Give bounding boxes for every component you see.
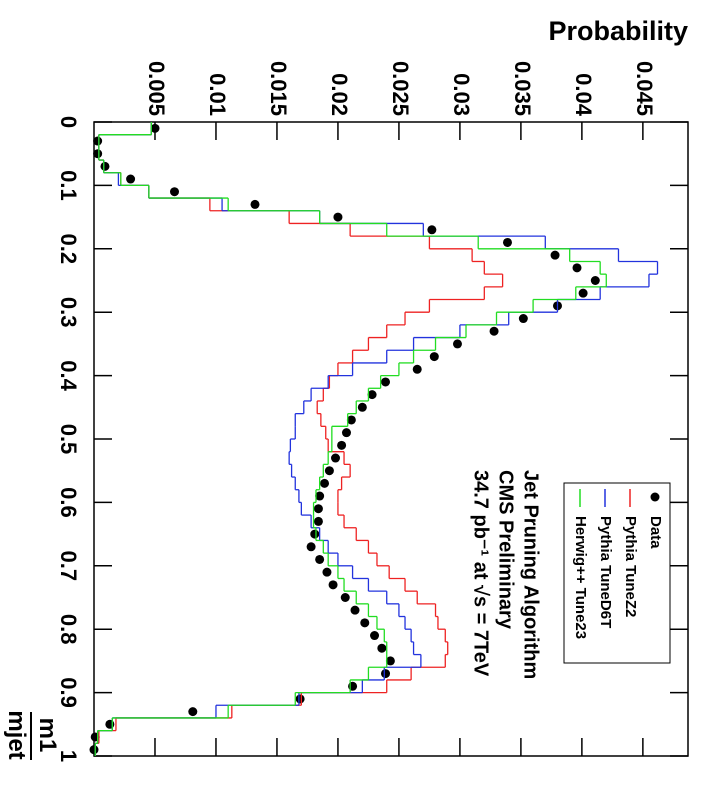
x-tick-label: 0.4: [56, 360, 81, 391]
data-point: [348, 681, 358, 691]
y-tick-label: 0.03: [449, 73, 474, 116]
data-point: [100, 161, 110, 171]
data-point: [89, 745, 99, 755]
legend-label: Pythia TuneD6T: [597, 516, 614, 628]
data-point: [412, 364, 422, 374]
data-point: [126, 174, 136, 184]
data-point: [518, 314, 528, 324]
data-point: [93, 136, 103, 146]
data-point: [328, 580, 338, 590]
x-tick-label: 1: [56, 750, 81, 762]
y-tick-label: 0.045: [632, 61, 657, 116]
x-axis-title-numerator: m1: [34, 718, 61, 753]
data-point: [315, 491, 325, 501]
y-tick-label: 0.035: [510, 61, 535, 116]
data-point: [367, 390, 377, 400]
data-point: [590, 276, 600, 285]
x-tick-label: 0.9: [56, 677, 81, 708]
data-point: [315, 554, 325, 564]
legend-label: Pythia TuneZ2: [622, 516, 639, 617]
data-point: [306, 542, 316, 552]
data-point: [188, 707, 198, 717]
legend-label: Data: [647, 516, 664, 549]
x-tick-label: 0.1: [56, 170, 81, 201]
data-point: [313, 504, 323, 514]
y-tick-label: 0.01: [205, 73, 230, 116]
data-point: [320, 478, 330, 488]
data-point: [381, 377, 391, 387]
data-point: [295, 694, 305, 704]
annotation: CMS Preliminary: [495, 470, 517, 630]
data-point: [346, 415, 356, 425]
data-point: [341, 428, 351, 438]
data-point: [150, 123, 160, 133]
annotation: 34.7 pb⁻¹ at √s = 7TeV: [470, 470, 492, 677]
data-point: [502, 237, 512, 247]
data-point: [313, 516, 323, 526]
y-tick-label: 0.005: [144, 61, 169, 116]
x-tick-label: 0.7: [56, 551, 81, 582]
data-point: [550, 250, 560, 260]
rotated-plot: Probability m1 mjet 0 0.1 0.2 0.3 0.4 0.5 0.6 0…: [3, 16, 689, 762]
data-point: [381, 669, 391, 679]
data-point: [429, 352, 439, 362]
data-point: [370, 631, 380, 641]
data-point: [452, 339, 462, 349]
data-point: [350, 605, 360, 615]
data-point: [578, 288, 588, 298]
x-tick-label: 0.8: [56, 614, 81, 645]
y-tick-label: 0.025: [388, 61, 413, 116]
data-point: [340, 593, 350, 602]
y-tick-label: 0.04: [571, 73, 596, 117]
y-tick-label: 0.015: [266, 61, 291, 116]
data-point: [385, 656, 395, 666]
x-tick-label: 0.2: [56, 234, 81, 265]
y-axis-title: Probability: [548, 16, 688, 46]
y-tick-label: 0.02: [327, 73, 352, 116]
legend: [563, 482, 671, 664]
data-point: [427, 225, 437, 235]
data-point: [357, 402, 367, 412]
x-tick-label: 0.3: [56, 297, 81, 328]
data-point: [489, 326, 499, 336]
x-tick-label: 0: [56, 116, 81, 128]
x-tick-label: 0.6: [56, 487, 81, 518]
x-tick-label: 0.5: [56, 424, 81, 455]
legend-marker: [650, 492, 660, 502]
data-point: [170, 187, 180, 197]
data-point: [333, 212, 343, 222]
data-point: [250, 199, 260, 209]
data-point: [337, 440, 347, 450]
data-point: [377, 643, 387, 653]
data-point: [93, 149, 103, 159]
data-point: [105, 719, 115, 729]
x-axis-title-denominator: mjet: [3, 710, 30, 759]
data-point: [572, 263, 582, 273]
data-point: [310, 529, 320, 539]
legend-label: Herwig++ Tune23: [572, 516, 589, 639]
data-point: [331, 453, 341, 463]
data-point: [322, 567, 332, 577]
annotation: Jet Pruning Algorithm: [520, 470, 542, 679]
data-point: [360, 618, 370, 628]
data-point: [324, 466, 334, 476]
